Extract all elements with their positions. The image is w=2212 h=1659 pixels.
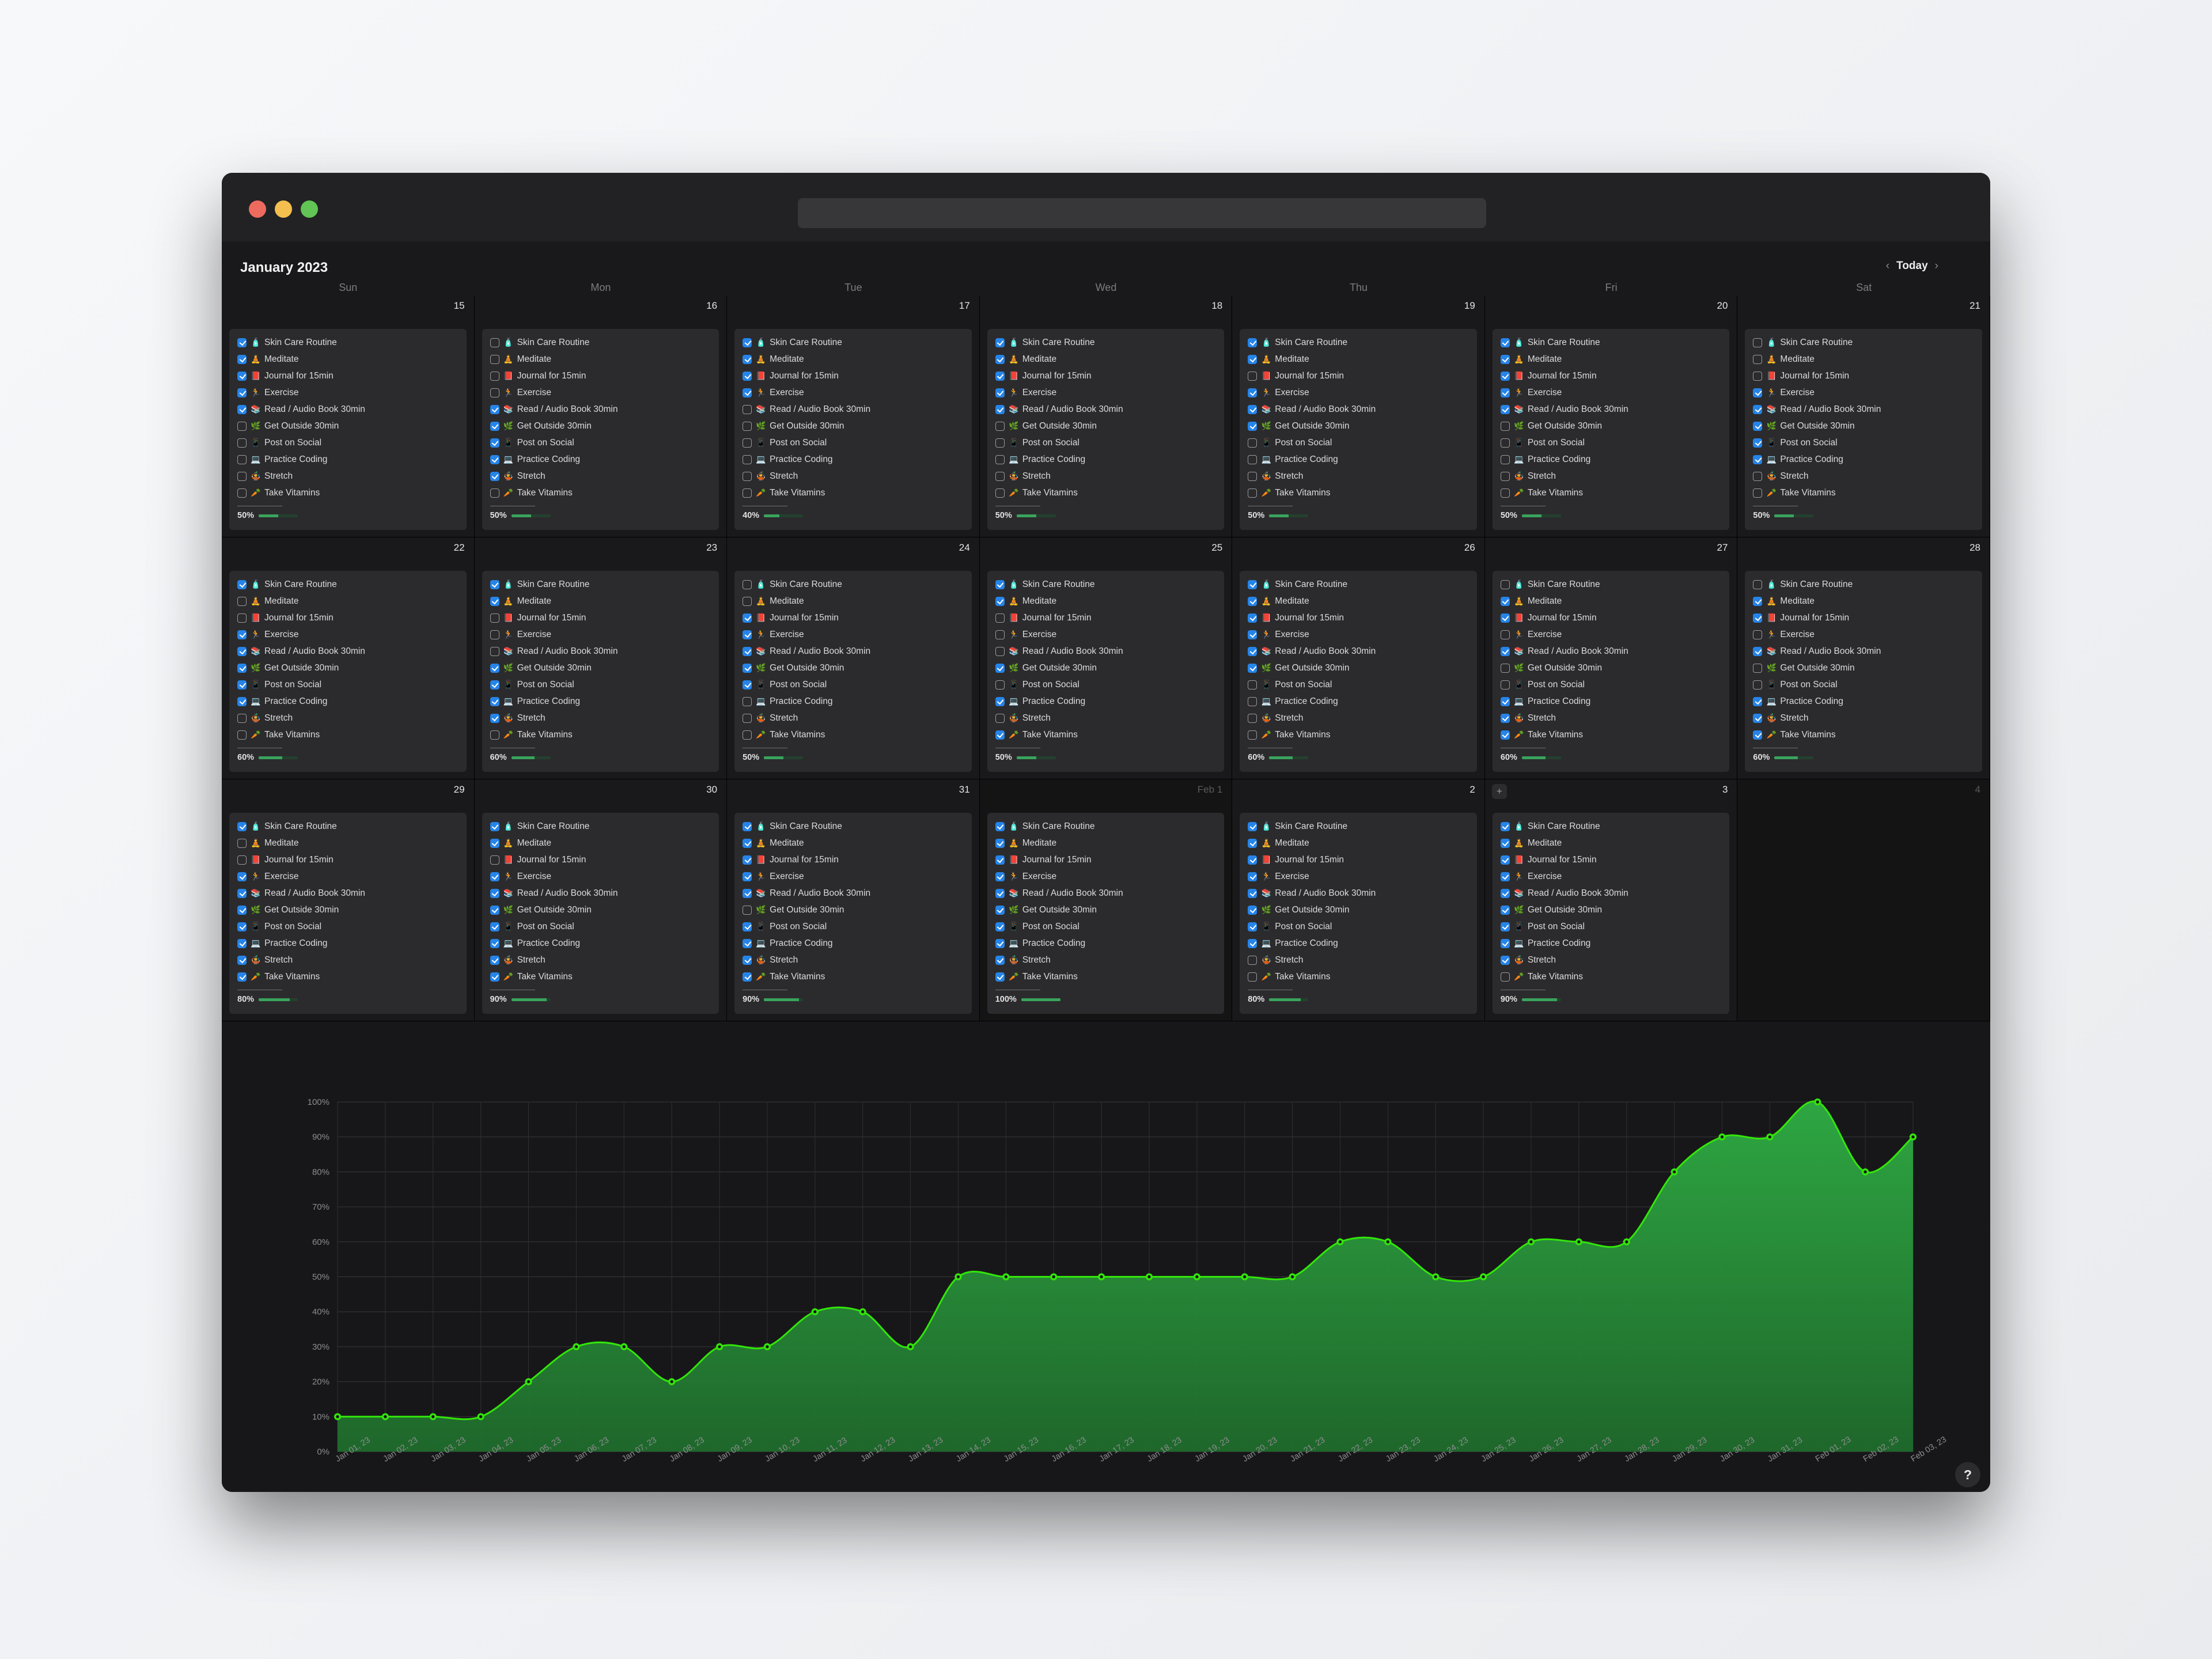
svg-text:10%: 10% xyxy=(312,1412,329,1422)
svg-text:30%: 30% xyxy=(312,1342,329,1352)
svg-text:0%: 0% xyxy=(317,1447,329,1457)
svg-text:40%: 40% xyxy=(312,1307,329,1317)
svg-text:70%: 70% xyxy=(312,1202,329,1212)
svg-text:20%: 20% xyxy=(312,1377,329,1387)
svg-text:50%: 50% xyxy=(312,1272,329,1282)
svg-text:100%: 100% xyxy=(308,1097,329,1107)
svg-text:60%: 60% xyxy=(312,1237,329,1247)
svg-text:90%: 90% xyxy=(312,1132,329,1142)
svg-text:Feb 03, 23: Feb 03, 23 xyxy=(1910,1435,1948,1464)
svg-text:80%: 80% xyxy=(312,1167,329,1177)
